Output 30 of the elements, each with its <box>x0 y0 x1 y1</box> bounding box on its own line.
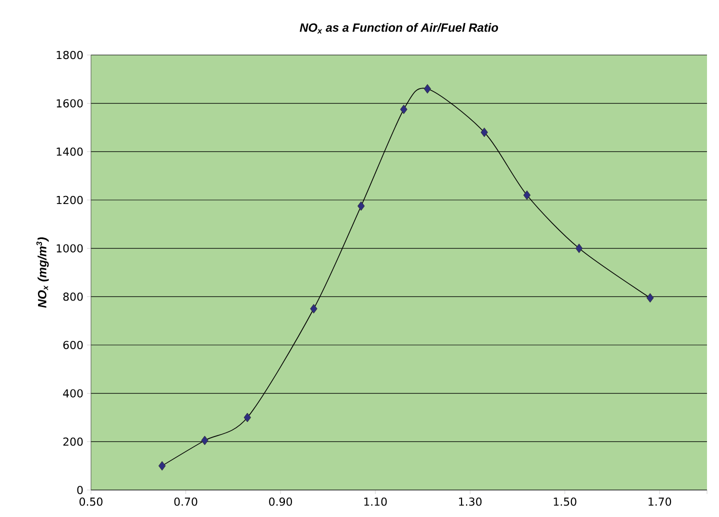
point <box>310 304 318 314</box>
chart-title: NO$_{x}$ as a Function of Air/Fuel Ratio <box>300 23 498 34</box>
y-axis-title: NO$_{x}$ (mg/m$^{3}$) <box>36 237 49 308</box>
point <box>480 128 488 138</box>
x-tick-label: 0.70 <box>174 498 198 506</box>
x-tick-label: 1.70 <box>648 498 672 506</box>
y-tick-label: 1800 <box>56 50 83 60</box>
y-tick-label: 1600 <box>56 99 83 108</box>
x-tick-label: 0.90 <box>269 498 292 506</box>
point <box>523 190 531 200</box>
y-tick-label: 200 <box>63 438 83 446</box>
point <box>400 104 408 114</box>
y-tick-label: 400 <box>63 389 83 398</box>
x-tick-label: 1.30 <box>459 498 482 506</box>
y-tick-label: 600 <box>63 340 83 350</box>
point <box>357 201 365 211</box>
point <box>575 244 583 254</box>
y-tick-label: 1000 <box>56 244 83 252</box>
x-tick-label: 1.10 <box>364 498 387 506</box>
y-tick-label: 1200 <box>56 196 83 204</box>
point <box>201 436 208 446</box>
y-tick-label: 800 <box>63 292 83 301</box>
x-tick-label: 1.50 <box>554 498 576 506</box>
x-tick-label: 0.50 <box>80 498 102 506</box>
y-tick-label: 1400 <box>56 148 83 156</box>
y-tick-label: 0 <box>77 486 83 494</box>
point <box>244 412 251 422</box>
point <box>158 461 166 471</box>
point <box>646 293 654 303</box>
point <box>424 84 432 94</box>
